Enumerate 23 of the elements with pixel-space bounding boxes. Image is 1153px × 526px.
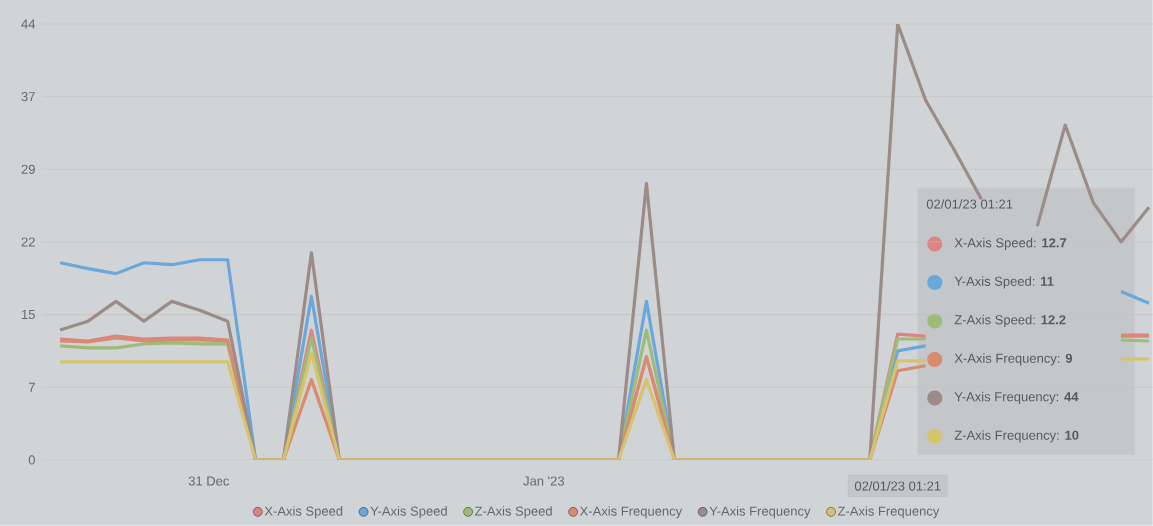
- annotation: Z-Axis Frequency: 10: [954, 430, 1079, 443]
- legend-label: Y-Axis Speed: [370, 506, 447, 519]
- y-tick-label: 37: [21, 92, 35, 102]
- y-tick-label: 22: [21, 237, 35, 247]
- annotation: X-Axis Frequency: 9: [954, 353, 1073, 366]
- legend-label: Z-Axis Speed: [475, 506, 552, 519]
- y-tick-label: 0: [28, 455, 35, 465]
- legend-label: Z-Axis Frequency: [837, 506, 940, 519]
- legend-label: Y-Axis Frequency: [709, 506, 811, 519]
- y-tick-label: 7: [28, 382, 35, 392]
- annotation: Y-Axis Frequency: 44: [954, 391, 1079, 405]
- x-tick-label: Jan '23: [523, 476, 565, 486]
- y-tick-label: 44: [21, 19, 36, 29]
- legend-label: X-Axis Frequency: [579, 506, 683, 519]
- annotation: Y-Axis Speed: 11: [954, 276, 1054, 289]
- annotation: Z-Axis Speed: 12.2: [954, 314, 1066, 328]
- text: 02/01/23 01:21: [854, 481, 941, 491]
- y-tick-label: 15: [21, 310, 35, 320]
- legend-label: X-Axis Speed: [264, 506, 343, 519]
- annotation: 02/01/23 01:21: [926, 199, 1013, 209]
- annotation: X-Axis Speed: 12.7: [954, 237, 1067, 251]
- x-tick-label: 31 Dec: [188, 476, 230, 486]
- y-tick-label: 29: [21, 164, 35, 174]
